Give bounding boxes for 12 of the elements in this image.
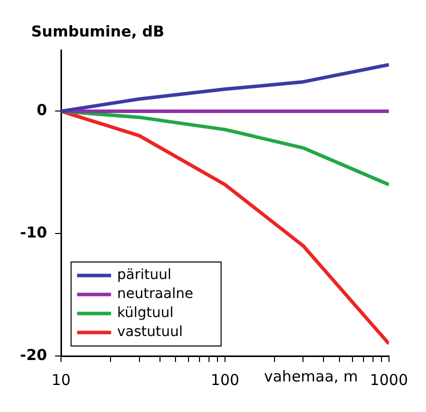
y-axis-title: Sumbumine, dB [31,22,164,40]
legend-label: külgtuul [117,305,174,322]
legend-label: neutraalne [117,286,194,302]
x-tick-label: 10 [52,370,71,389]
x-tick-label: 100 [210,370,240,389]
x-axis-title: vahemaa, m [264,367,358,386]
y-tick-label: -10 [20,223,48,242]
y-tick-label: -20 [20,346,48,364]
legend-label: vastutuul [117,324,183,340]
legend-label: pärituul [117,267,172,284]
x-tick-label: 1000 [370,370,408,389]
y-tick-label: 0 [36,101,48,120]
